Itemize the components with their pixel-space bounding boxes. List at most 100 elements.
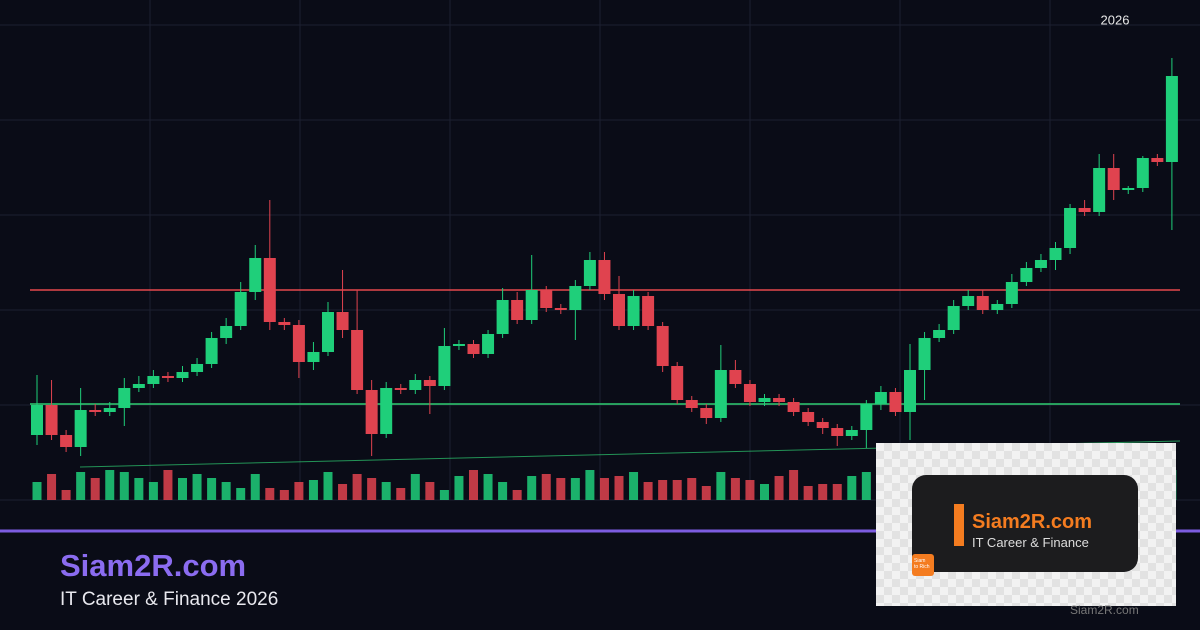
volume-bar: [425, 482, 435, 500]
candle-body: [1107, 168, 1120, 190]
candle-body: [1165, 76, 1178, 162]
volume-bar: [279, 490, 289, 500]
volume-bar: [629, 472, 639, 500]
candle-body: [394, 388, 407, 390]
candle-body: [482, 334, 495, 354]
volume-bar: [338, 484, 348, 500]
volume-bar: [803, 486, 813, 500]
candle-body: [380, 388, 393, 434]
candle-body: [336, 312, 349, 330]
volume-bar: [483, 474, 493, 500]
candle-body: [904, 370, 916, 412]
year-label: 2026: [1101, 12, 1130, 27]
candle-body: [263, 258, 276, 322]
candle-body: [176, 372, 189, 378]
logo-overlay: Siam2R.com IT Career & Finance Siam to Ri…: [876, 443, 1176, 606]
volume-bar: [498, 482, 508, 500]
candle-body: [1049, 248, 1062, 260]
volume-bar: [687, 478, 697, 500]
candle-body: [554, 308, 567, 310]
candle-body: [467, 344, 480, 354]
candle-body: [976, 296, 989, 310]
volume-bar: [105, 470, 115, 500]
volume-bar: [294, 482, 304, 500]
card-title: Siam2R.com: [972, 511, 1093, 533]
volume-bar: [250, 474, 260, 500]
logo-bar: [954, 504, 964, 546]
candle-body: [45, 405, 58, 435]
candle-body: [889, 392, 902, 412]
volume-bar: [716, 472, 726, 500]
candle-body: [423, 380, 436, 386]
volume-bar: [527, 476, 537, 500]
card-subtitle: IT Career & Finance: [972, 535, 1089, 550]
candle-body: [991, 304, 1004, 310]
volume-bar: [760, 484, 769, 500]
candle-body: [438, 346, 451, 386]
volume-bar: [323, 472, 333, 500]
candle-body: [118, 388, 131, 408]
candle-body: [758, 398, 771, 402]
icon-text: Siam: [914, 558, 926, 564]
candle-body: [249, 258, 262, 292]
volume-bar: [352, 474, 362, 500]
candle-body: [627, 296, 640, 326]
candle-body: [1122, 188, 1135, 190]
candle-body: [525, 290, 538, 320]
volume-bar: [730, 478, 740, 500]
candle-body: [89, 410, 102, 412]
volume-bar: [367, 478, 377, 500]
candle-body: [191, 364, 204, 372]
candle-body: [671, 366, 684, 400]
candle-body: [874, 392, 887, 404]
candle-body: [1005, 282, 1018, 304]
candle-body: [613, 294, 625, 326]
logo-icon: Siam to Rich: [912, 554, 934, 576]
candle-body: [278, 322, 291, 325]
candle-body: [452, 344, 465, 346]
candle-body: [31, 405, 43, 435]
candle-body: [569, 286, 582, 310]
icon-text: to Rich: [914, 564, 930, 570]
volume-bar: [512, 490, 522, 500]
volume-bar: [119, 472, 129, 500]
volume-bar: [163, 470, 173, 500]
candle-body: [234, 292, 247, 326]
volume-bar: [265, 488, 275, 500]
candle-body: [787, 402, 800, 412]
volume-bar: [207, 478, 217, 500]
volume-bar: [745, 480, 755, 500]
candle-body: [845, 430, 858, 436]
volume-bar: [832, 484, 842, 500]
candle-body: [714, 370, 727, 418]
candle-body: [933, 330, 946, 338]
candle-body: [860, 404, 873, 430]
volume-bar: [410, 474, 420, 500]
candle-body: [132, 384, 145, 388]
candle-body: [802, 412, 815, 422]
volume-bar: [439, 490, 449, 500]
volume-bar: [658, 480, 668, 500]
footer: Siam2R.com: [1070, 603, 1139, 617]
candle-body: [773, 398, 786, 402]
grid: [0, 0, 1200, 501]
candle-body: [103, 408, 116, 412]
volume-bar: [90, 478, 100, 500]
candle-body: [322, 312, 334, 352]
candle-body: [307, 352, 320, 362]
volume-bar: [134, 478, 144, 500]
volume-bar: [192, 474, 202, 500]
volume-bar: [454, 476, 464, 500]
candle-body: [74, 410, 87, 447]
volume-bar: [221, 482, 231, 500]
volume-bar: [818, 484, 828, 500]
volume-bar: [76, 472, 86, 500]
candle-body: [685, 400, 698, 408]
candle-body: [656, 326, 669, 366]
volume-bar: [570, 478, 580, 500]
volume-bar: [308, 480, 318, 500]
candle-body: [1064, 208, 1077, 248]
volume-bar: [236, 488, 246, 500]
candle-body: [1151, 158, 1164, 162]
